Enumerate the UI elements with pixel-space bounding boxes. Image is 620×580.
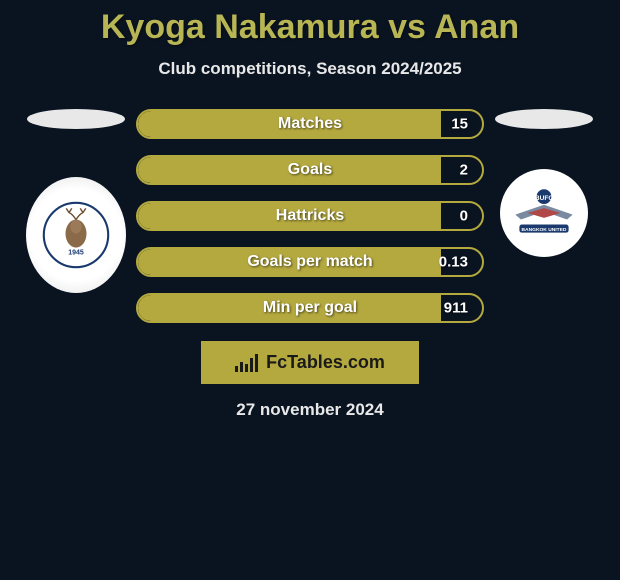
stat-value: 0 — [460, 208, 468, 225]
page-title: Kyoga Nakamura vs Anan — [0, 8, 620, 47]
stat-label: Matches — [278, 115, 342, 133]
right-club-logo: BUFC BANGKOK UNITED — [500, 169, 588, 257]
stat-label: Hattricks — [276, 207, 344, 225]
stat-row-hattricks: Hattricks 0 — [136, 201, 484, 231]
svg-text:BANGKOK UNITED: BANGKOK UNITED — [522, 227, 567, 233]
right-side: BUFC BANGKOK UNITED — [494, 109, 594, 257]
svg-text:BUFC: BUFC — [535, 195, 553, 202]
stat-row-matches: Matches 15 — [136, 109, 484, 139]
branding-box: FcTables.com — [201, 341, 419, 384]
main-layout: 1945 Matches 15 Goals 2 Hattricks 0 — [0, 109, 620, 420]
stat-row-goals-per-match: Goals per match 0.13 — [136, 247, 484, 277]
stat-row-goals: Goals 2 — [136, 155, 484, 185]
stat-value: 2 — [460, 162, 468, 179]
stat-row-min-per-goal: Min per goal 911 — [136, 293, 484, 323]
left-side: 1945 — [26, 109, 126, 293]
svg-text:1945: 1945 — [68, 250, 84, 257]
deer-crest-icon: 1945 — [41, 200, 111, 270]
infographic-container: Kyoga Nakamura vs Anan Club competitions… — [0, 0, 620, 420]
date-text: 27 november 2024 — [136, 400, 484, 420]
stat-label: Min per goal — [263, 299, 357, 317]
stat-value: 911 — [444, 300, 468, 317]
stat-value: 0.13 — [439, 254, 468, 271]
chart-bars-icon — [235, 354, 260, 372]
stats-center: Matches 15 Goals 2 Hattricks 0 Goals per… — [136, 109, 484, 420]
bangkok-united-icon: BUFC BANGKOK UNITED — [503, 172, 585, 254]
brand-text: FcTables.com — [266, 352, 385, 373]
right-ellipse — [495, 109, 593, 129]
left-club-logo: 1945 — [26, 177, 126, 293]
left-ellipse — [27, 109, 125, 129]
stat-label: Goals per match — [247, 253, 372, 271]
stat-value: 15 — [451, 116, 468, 133]
stat-label: Goals — [288, 161, 332, 179]
subtitle: Club competitions, Season 2024/2025 — [0, 59, 620, 79]
